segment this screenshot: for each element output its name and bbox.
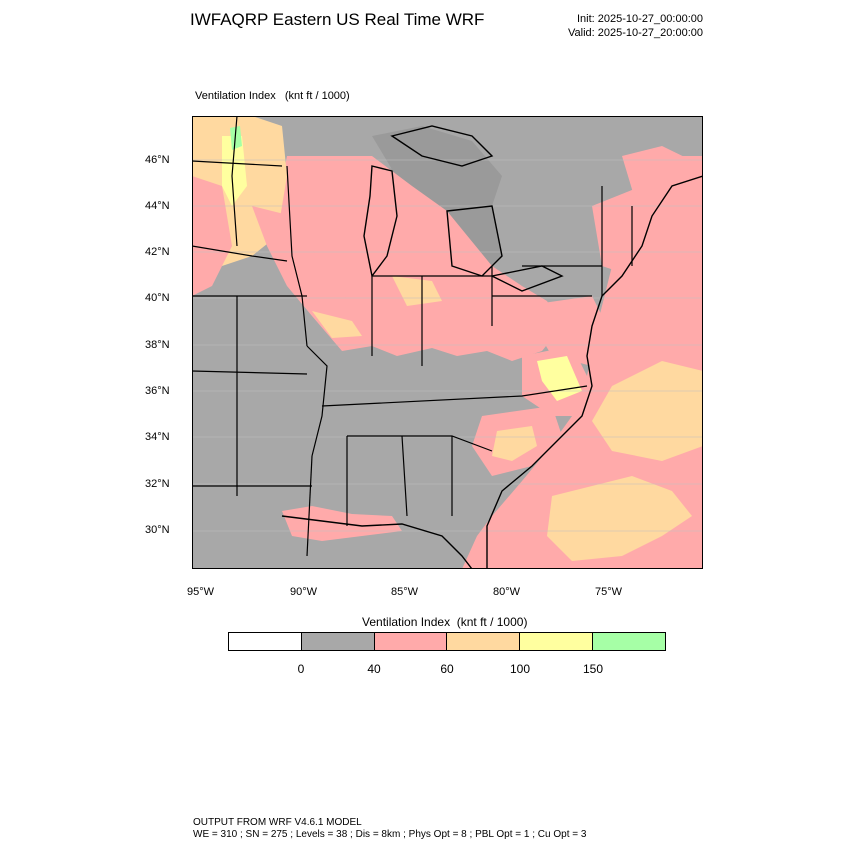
lat-label-38n: 38°N (145, 339, 170, 351)
ohio-orange-patch (392, 276, 442, 306)
lat-label-34n: 34°N (145, 431, 170, 443)
colorbar-label-150: 150 (582, 662, 604, 676)
atlantic-orange-area-1 (592, 361, 703, 461)
lon-label-85w: 85°W (391, 586, 419, 598)
model-info-line1: OUTPUT FROM WRF V4.6.1 MODEL (193, 817, 362, 828)
ventilation-index-map (192, 116, 703, 569)
model-info-line2: WE = 310 ; SN = 275 ; Levels = 38 ; Dis … (193, 829, 587, 840)
model-info: OUTPUT FROM WRF V4.6.1 MODEL WE = 310 ; … (193, 817, 586, 841)
plot-title: IWFAQRP Eastern US Real Time WRF (190, 10, 485, 29)
lat-label-42n: 42°N (145, 246, 170, 258)
colorbar-swatch-3 (374, 633, 448, 650)
lake-superior-region (372, 126, 502, 226)
colorbar-label-100: 100 (509, 662, 531, 676)
virginia-yellow (537, 356, 582, 401)
state-borders (192, 116, 633, 557)
mid-atlantic-pink (522, 296, 612, 366)
colorbar-label-60: 60 (440, 662, 454, 676)
colorbar (228, 632, 666, 651)
colorbar-label-0: 0 (297, 662, 305, 676)
colorbar-swatch-5 (520, 633, 594, 650)
atlantic-orange-area-2 (547, 476, 692, 561)
map-svg (192, 116, 703, 569)
lon-label-90w: 90°W (290, 586, 318, 598)
colorbar-swatch-4 (447, 633, 521, 650)
graticule (192, 159, 703, 532)
lat-label-46n: 46°N (145, 154, 170, 166)
lon-label-80w: 80°W (493, 586, 521, 598)
map-frame (192, 116, 703, 569)
colorbar-swatch-1 (229, 633, 302, 650)
colorbar-label-40: 40 (367, 662, 381, 676)
valid-time: Valid: 2025-10-27_20:00:00 (568, 27, 703, 39)
lat-label-40n: 40°N (145, 292, 170, 304)
midwest-diagonal-pink (252, 206, 372, 351)
colorbar-swatch-6 (593, 633, 665, 650)
carolinas-orange (492, 426, 537, 461)
lon-label-95w: 95°W (187, 586, 215, 598)
lon-label-75w: 75°W (595, 586, 623, 598)
colorbar-title: Ventilation Index (knt ft / 1000) (362, 615, 528, 629)
northwest-yellow-patch (222, 136, 247, 206)
lat-label-32n: 32°N (145, 478, 170, 490)
init-time: Init: 2025-10-27_00:00:00 (577, 13, 703, 25)
lat-label-36n: 36°N (145, 385, 170, 397)
illinois-orange-patch (312, 311, 362, 338)
coastlines (281, 125, 703, 569)
lat-label-30n: 30°N (145, 524, 170, 536)
colorbar-swatch-2 (301, 633, 375, 650)
lat-label-44n: 44°N (145, 200, 170, 212)
northwest-green-patch (230, 126, 242, 150)
map-field-label: Ventilation Index (knt ft / 1000) (195, 90, 350, 102)
